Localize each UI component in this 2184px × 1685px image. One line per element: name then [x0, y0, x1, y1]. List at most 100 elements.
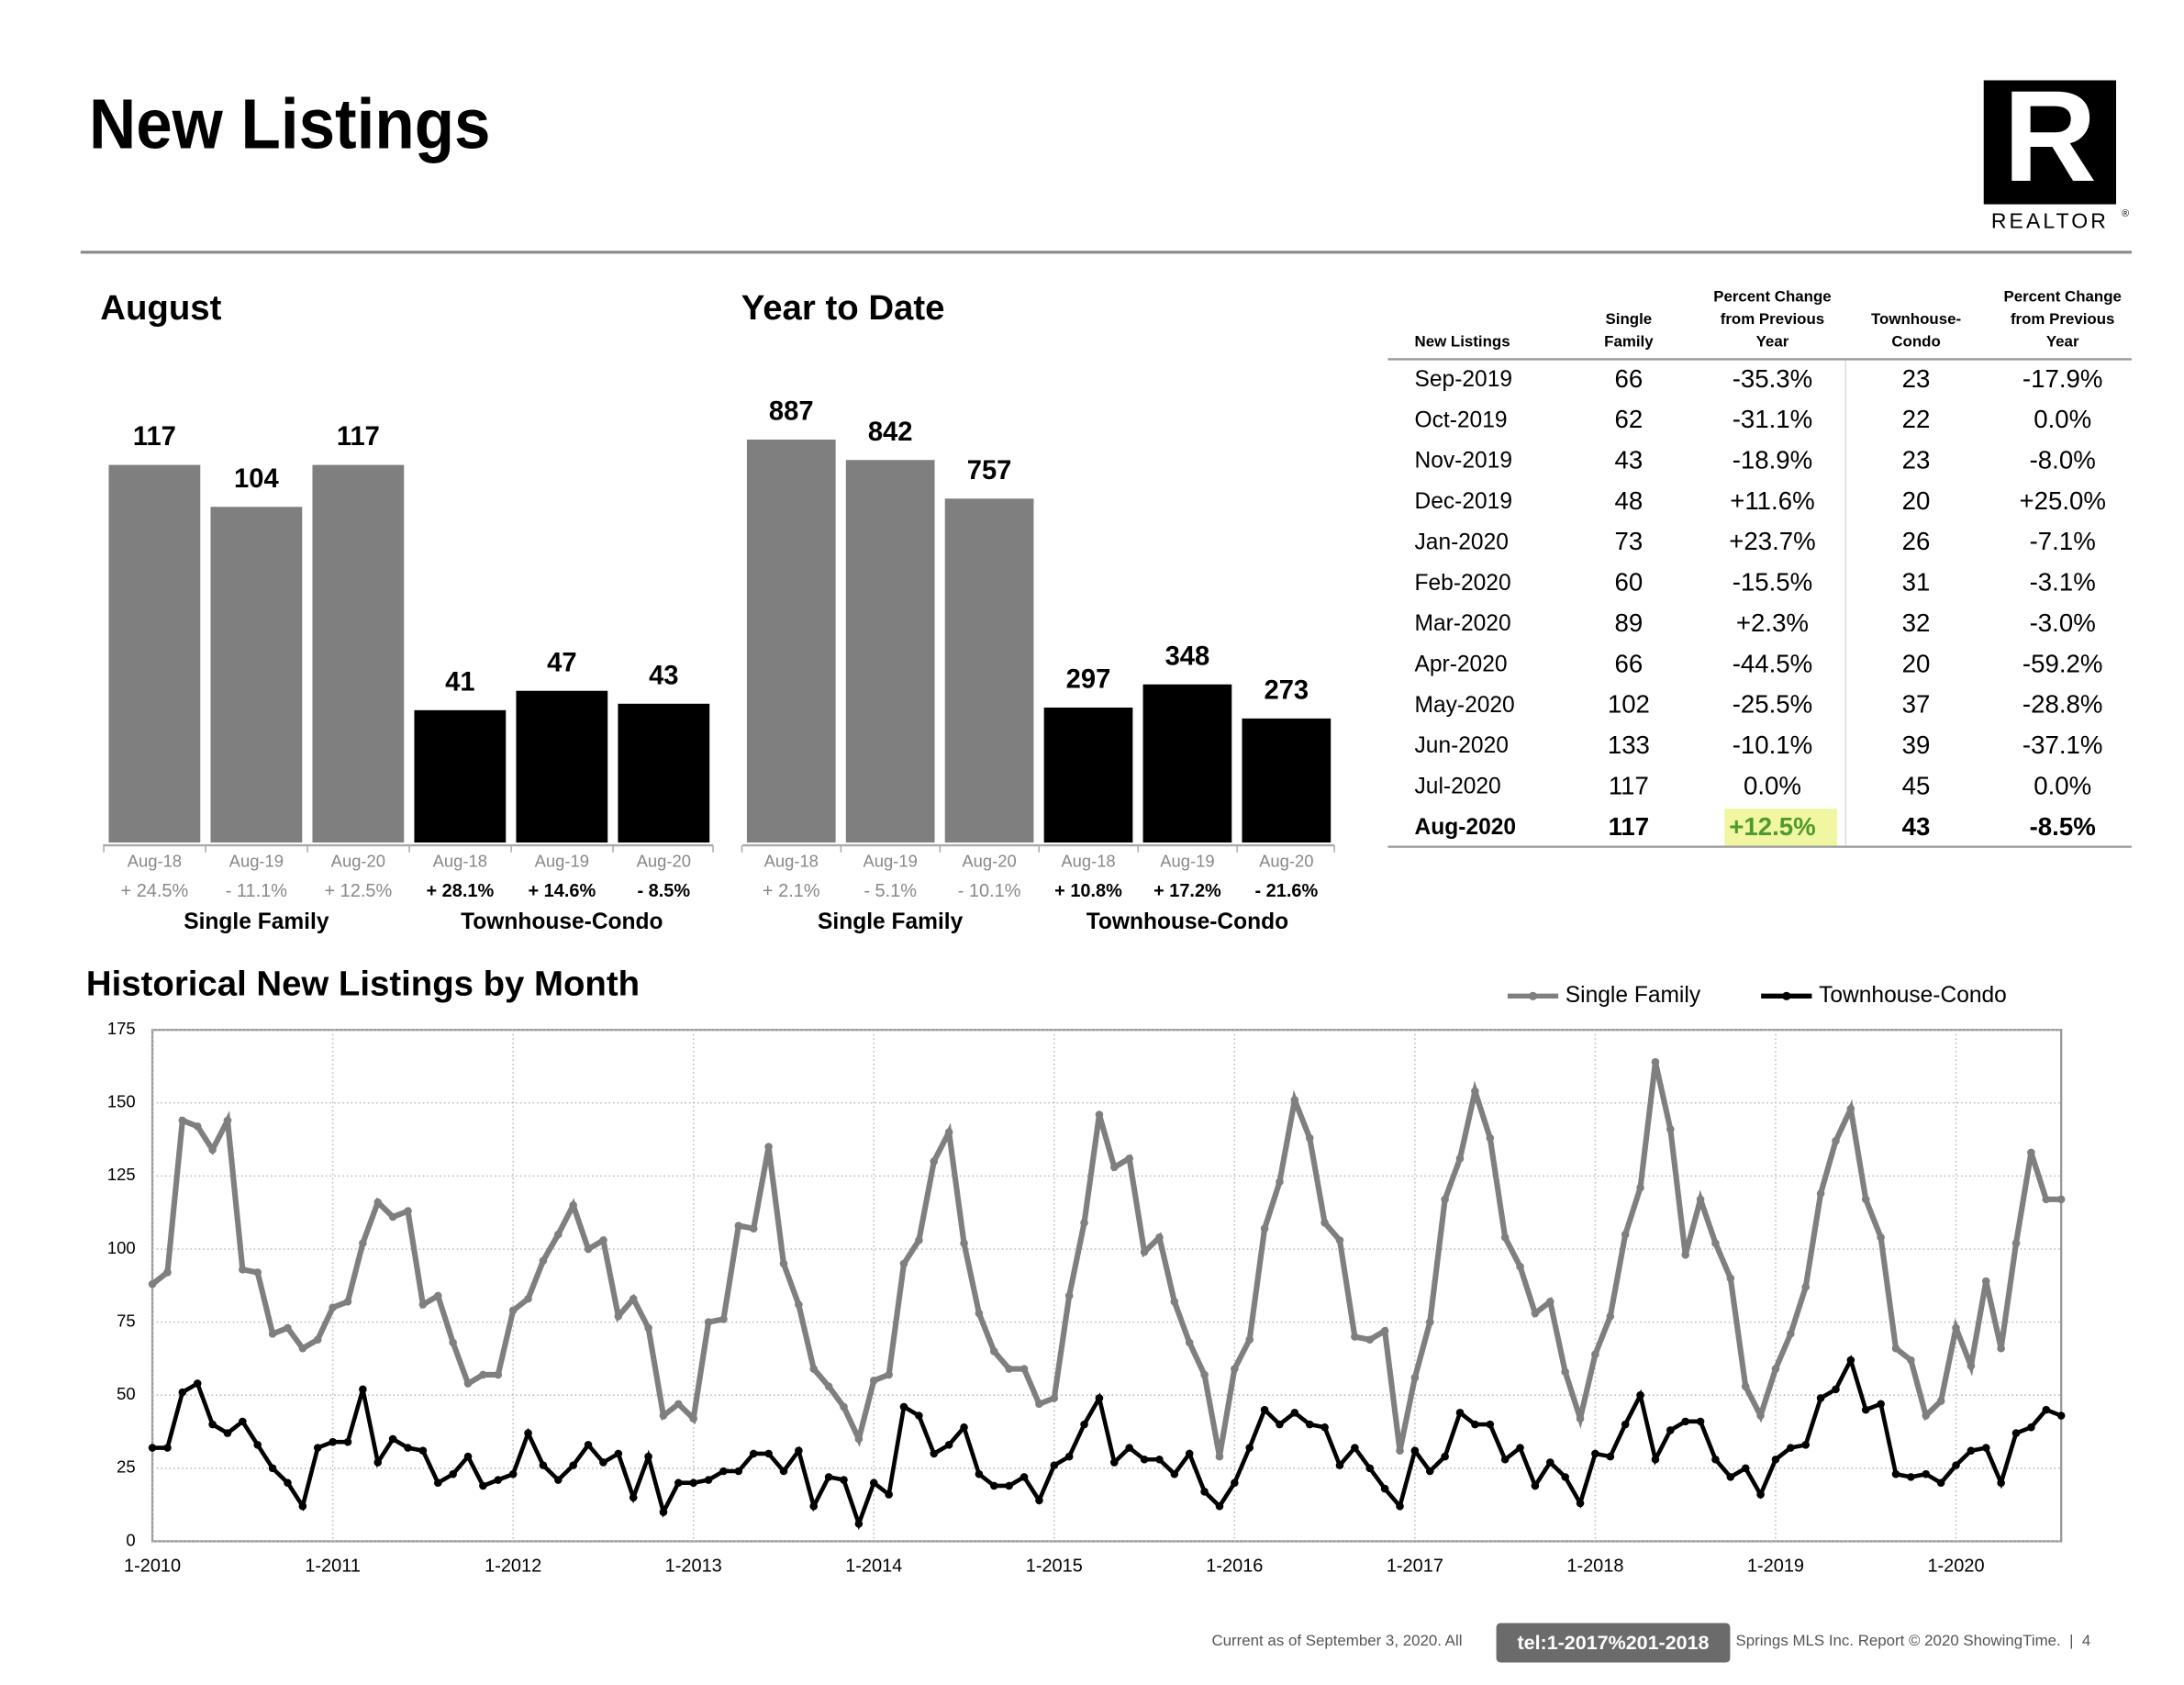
data-point	[1636, 1183, 1644, 1192]
change-label: + 10.8%	[1054, 881, 1122, 901]
data-point	[1441, 1452, 1449, 1461]
data-point	[1877, 1400, 1885, 1409]
table-cell: -10.1%	[1733, 731, 1813, 759]
change-label: + 12.5%	[324, 881, 392, 901]
data-point	[1140, 1455, 1149, 1464]
table-cell: -31.1%	[1733, 405, 1813, 433]
table-cell: 89	[1615, 608, 1644, 637]
data-point	[1997, 1344, 2005, 1353]
data-point	[1005, 1481, 1013, 1490]
data-point	[1681, 1417, 1689, 1426]
data-point	[1050, 1394, 1059, 1402]
data-point	[1907, 1473, 1915, 1481]
data-point	[1787, 1444, 1795, 1452]
data-point	[2011, 1239, 2021, 1247]
data-point	[1907, 1356, 1915, 1365]
table-cell: +12.5%	[1729, 812, 1815, 841]
data-point	[1891, 1344, 1900, 1353]
data-point	[253, 1441, 262, 1449]
x-tick-label: 1-2019	[1747, 1556, 1804, 1576]
y-tick-label: 0	[126, 1530, 135, 1549]
y-tick-label: 50	[117, 1384, 135, 1403]
data-point	[1396, 1501, 1404, 1511]
value-label: 41	[445, 667, 474, 697]
data-point	[1801, 1441, 1811, 1449]
table-cell: -8.0%	[2030, 446, 2096, 474]
data-point	[1545, 1298, 1554, 1306]
data-point	[2042, 1405, 2051, 1414]
data-point	[749, 1224, 758, 1233]
data-point	[1005, 1365, 1013, 1373]
data-point	[930, 1157, 939, 1166]
data-point	[508, 1469, 518, 1479]
table-cell: -3.0%	[2030, 608, 2096, 637]
table-cell: +2.3%	[1736, 608, 1809, 637]
data-point	[599, 1236, 607, 1244]
x-tick-label: Aug-20	[1259, 851, 1313, 870]
data-point	[1531, 1309, 1540, 1318]
data-point	[1726, 1274, 1735, 1283]
data-point	[1787, 1330, 1795, 1338]
y-tick-label: 75	[117, 1311, 135, 1330]
data-point	[1606, 1311, 1615, 1321]
data-point	[539, 1256, 548, 1266]
data-point	[463, 1452, 473, 1461]
data-point	[689, 1479, 698, 1488]
data-point	[1050, 1461, 1059, 1469]
value-label: 887	[769, 396, 814, 426]
data-point	[1981, 1277, 1990, 1286]
data-point	[1080, 1219, 1088, 1227]
data-point	[388, 1212, 397, 1222]
data-point	[989, 1481, 998, 1490]
data-point	[1276, 1420, 1284, 1429]
data-point	[418, 1300, 428, 1309]
data-point	[1110, 1458, 1119, 1467]
table-cell: 117	[1609, 771, 1649, 799]
data-point	[944, 1128, 953, 1136]
data-point	[2011, 1429, 2021, 1437]
data-point	[554, 1476, 563, 1484]
legend-label: Townhouse-Condo	[1819, 983, 2007, 1008]
data-point	[1380, 1484, 1389, 1493]
data-point	[809, 1501, 819, 1511]
data-point	[1711, 1455, 1720, 1464]
data-point	[1621, 1420, 1630, 1429]
data-point	[779, 1259, 788, 1268]
table-header: Percent Change	[2003, 287, 2121, 305]
table-cell: -18.9%	[1733, 446, 1813, 474]
data-point	[1756, 1412, 1765, 1420]
x-tick-label: 1-2015	[1026, 1556, 1083, 1576]
table-cell: Dec-2019	[1415, 489, 1512, 514]
data-point	[284, 1323, 292, 1333]
data-point	[704, 1318, 713, 1326]
data-point	[719, 1467, 728, 1476]
x-tick-label: 1-2012	[485, 1556, 541, 1576]
data-point	[1215, 1501, 1224, 1511]
bar	[1242, 718, 1332, 842]
table-cell: -44.5%	[1733, 649, 1813, 677]
logo-mark: ®	[2122, 208, 2129, 219]
data-point	[1290, 1409, 1299, 1417]
data-point	[960, 1239, 968, 1247]
data-point	[1455, 1154, 1465, 1163]
table-cell: 102	[1608, 690, 1650, 719]
table-cell: -3.1%	[2030, 568, 2096, 597]
change-label: - 5.1%	[864, 881, 917, 901]
data-point	[734, 1222, 743, 1230]
data-point	[1816, 1189, 1825, 1198]
data-point	[1681, 1251, 1689, 1259]
value-label: 273	[1265, 675, 1309, 705]
data-point	[1756, 1490, 1765, 1499]
highlight	[1724, 809, 1838, 847]
data-point	[1335, 1461, 1344, 1469]
data-point	[1606, 1452, 1615, 1461]
data-point	[1200, 1487, 1209, 1496]
table-cell: 73	[1615, 527, 1644, 555]
data-point	[1425, 1467, 1434, 1476]
data-point	[1486, 1420, 1495, 1429]
data-point	[163, 1268, 172, 1277]
logo-box	[1983, 80, 2117, 205]
data-point	[1952, 1323, 1960, 1333]
change-label: - 11.1%	[226, 881, 288, 901]
data-point	[163, 1444, 172, 1452]
